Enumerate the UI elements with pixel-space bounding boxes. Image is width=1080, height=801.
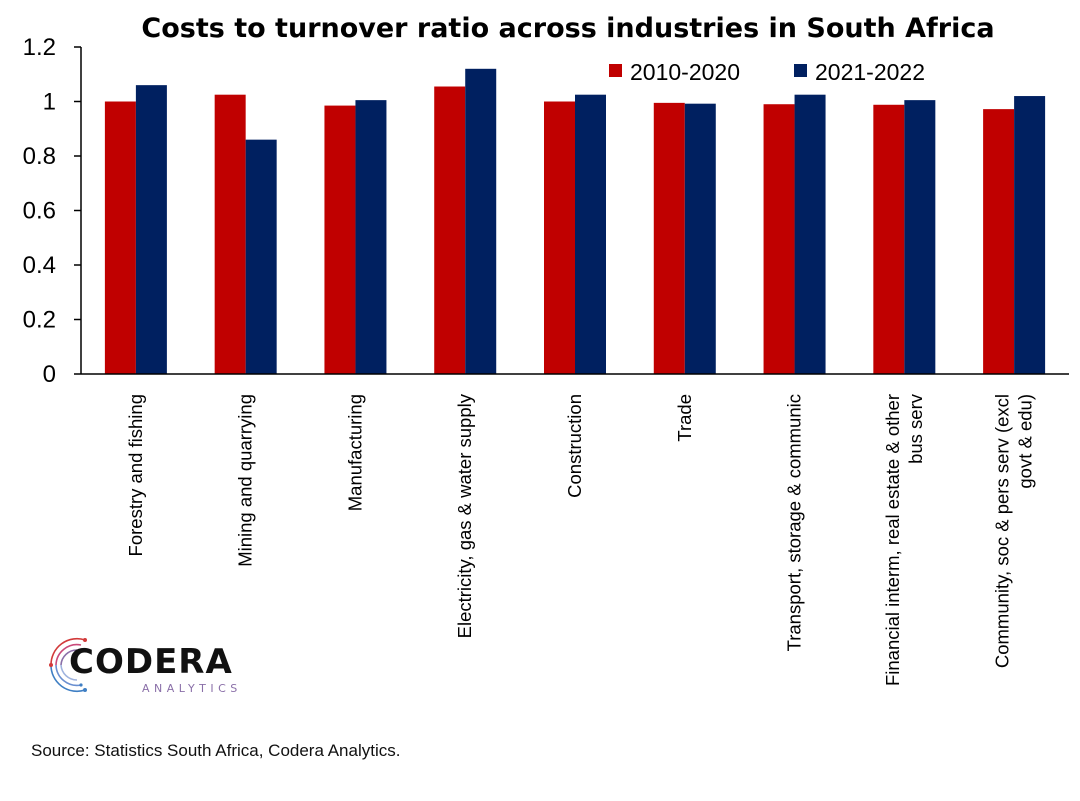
y-tick-label: 1.2 — [23, 34, 56, 61]
y-tick-label: 1 — [43, 89, 56, 116]
category-labels: Forestry and fishing Mining and quarrying… — [125, 393, 1036, 686]
bar-2021-2022-8 — [1014, 96, 1046, 375]
bar-2010-2020-6 — [763, 104, 795, 374]
bar-2021-2022-6 — [794, 94, 826, 374]
legend-swatch-1 — [609, 64, 622, 77]
logo-wordmark: CODERA — [69, 642, 233, 682]
codera-logo-mark-icon — [49, 637, 87, 693]
category-label: Manufacturing — [344, 394, 365, 511]
bar-2021-2022-5 — [684, 103, 716, 375]
category-label: Construction — [564, 394, 585, 498]
bar-2010-2020-2 — [324, 105, 356, 375]
bar-2021-2022-7 — [904, 100, 936, 374]
bar-2010-2020-4 — [544, 101, 575, 374]
legend: 2010-2020 2021-2022 — [609, 59, 925, 85]
legend-label-2: 2021-2022 — [815, 59, 925, 85]
bar-2010-2020-7 — [873, 104, 905, 375]
category-label: Community, soc & pers serv (excl govt & e… — [992, 394, 1036, 668]
bar-2021-2022-0 — [135, 85, 167, 375]
category-label: Forestry and fishing — [125, 394, 146, 556]
category-label: Mining and quarrying — [235, 394, 256, 567]
bar-2010-2020-8 — [983, 109, 1015, 374]
bar-2021-2022-2 — [355, 100, 387, 374]
y-tick-label: 0 — [43, 361, 56, 388]
codera-logo: CODERA ANALYTICS — [45, 632, 260, 700]
y-tick-label: 0.6 — [23, 198, 56, 225]
bars — [104, 68, 1046, 375]
bar-2021-2022-3 — [465, 68, 497, 375]
chart-title: Costs to turnover ratio across industrie… — [141, 13, 994, 44]
category-label: Electricity, gas & water supply — [454, 393, 475, 638]
category-label: Financial interm, real estate & other bus… — [882, 393, 926, 686]
logo-subtitle: ANALYTICS — [142, 682, 242, 695]
bar-2021-2022-1 — [245, 139, 277, 374]
y-tick-label: 0.8 — [23, 143, 56, 170]
category-label: Trade — [674, 394, 695, 442]
bar-2010-2020-5 — [653, 102, 685, 375]
y-tick-label: 0.2 — [23, 307, 56, 334]
bar-2021-2022-4 — [575, 94, 606, 374]
bar-2010-2020-0 — [104, 101, 136, 374]
category-label: Transport, storage & communic — [784, 394, 805, 651]
source-note: Source: Statistics South Africa, Codera … — [31, 741, 401, 760]
legend-swatch-2 — [794, 64, 807, 77]
legend-label-1: 2010-2020 — [630, 59, 740, 85]
bar-2010-2020-1 — [214, 94, 246, 374]
bar-2010-2020-3 — [434, 86, 466, 374]
y-tick-label: 0.4 — [23, 252, 56, 279]
y-axis: 0 0.2 0.4 0.6 0.8 1 1.2 — [23, 34, 82, 388]
